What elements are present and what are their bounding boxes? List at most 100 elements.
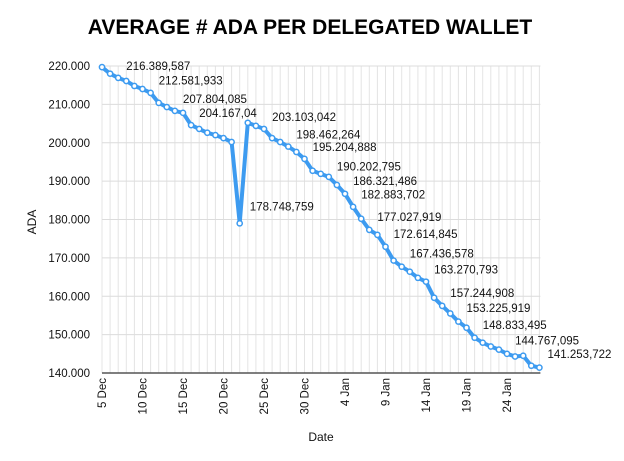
x-tick-label: 4 Jan	[340, 378, 352, 406]
data-point	[114, 74, 122, 82]
data-point	[147, 89, 154, 97]
data-label: 172.614,845	[394, 229, 458, 241]
y-tick-label: 150.000	[48, 330, 90, 342]
data-label: 144.767,095	[515, 336, 579, 348]
data-point	[374, 231, 381, 239]
data-point	[284, 143, 292, 150]
data-point	[487, 343, 495, 350]
data-label: 190.202,795	[337, 161, 401, 173]
data-point	[155, 99, 163, 107]
data-point	[203, 129, 211, 137]
gridlines	[101, 65, 541, 374]
data-label: 163.270,793	[434, 265, 498, 277]
data-point	[171, 107, 179, 115]
x-axis-ticks: 5 Dec 10 Dec 15 Dec 20 Dec 25 Dec 30 Dec 4 Jan…	[97, 378, 514, 415]
data-point	[398, 263, 406, 271]
data-label: 141.253,722	[548, 349, 612, 361]
data-point	[252, 122, 260, 130]
data-point	[325, 173, 333, 181]
data-point	[195, 125, 203, 133]
y-axis-label: ADA	[25, 210, 39, 235]
x-tick-label: 5 Dec	[97, 378, 109, 408]
y-tick-label: 200.000	[48, 138, 90, 150]
data-label: 178.748,759	[250, 201, 314, 213]
data-point	[228, 138, 235, 146]
data-point	[179, 109, 187, 117]
data-point	[268, 134, 276, 142]
x-tick-label: 9 Jan	[381, 378, 393, 406]
y-tick-label: 160.000	[48, 291, 90, 303]
data-labels: 216.389,587 212.581,933 207.804,085 204.167…	[126, 61, 611, 361]
data-label: 204.167,04	[199, 108, 257, 120]
x-tick-label: 24 Jan	[502, 378, 514, 413]
x-axis-label: Date	[308, 430, 334, 444]
data-label: 195.204,888	[313, 142, 377, 154]
data-label: 167.436,578	[410, 249, 474, 261]
data-point	[511, 353, 519, 360]
data-point	[131, 82, 138, 90]
data-point	[390, 257, 397, 264]
data-point	[414, 274, 422, 282]
chart-title: AVERAGE # ADA PER DELEGATED WALLET	[88, 16, 533, 39]
data-point	[98, 63, 106, 71]
y-tick-label: 210.000	[48, 99, 90, 111]
data-point	[293, 148, 300, 156]
data-point	[536, 364, 543, 371]
data-label: 207.804,085	[183, 94, 247, 106]
data-point	[333, 181, 341, 189]
data-point	[139, 85, 146, 93]
x-tick-label: 30 Dec	[300, 378, 312, 415]
data-point	[455, 318, 462, 325]
data-point	[187, 121, 195, 129]
x-tick-label: 15 Dec	[178, 378, 190, 415]
y-tick-label: 140.000	[48, 368, 90, 380]
data-point	[341, 190, 349, 198]
data-point	[276, 138, 284, 146]
y-tick-label: 170.000	[48, 253, 90, 265]
data-label: 157.244,908	[450, 288, 514, 300]
data-label: 198.462,264	[296, 130, 361, 142]
data-point	[122, 77, 130, 85]
y-axis-ticks: 140.000 150.000 160.000 170.000 180.000 190.0…	[48, 61, 90, 380]
data-label: 216.389,587	[126, 61, 190, 73]
data-point	[212, 131, 219, 139]
data-point	[163, 103, 171, 111]
data-label: 153.225,919	[467, 303, 531, 315]
data-label: 182.883,702	[361, 189, 425, 201]
x-tick-label: 19 Jan	[462, 378, 474, 413]
data-label: 177.027,919	[377, 212, 441, 224]
data-point	[471, 334, 478, 342]
data-point	[236, 219, 244, 227]
data-point	[220, 134, 227, 142]
data-point	[365, 226, 373, 234]
y-tick-label: 220.000	[48, 61, 90, 73]
data-point	[260, 125, 268, 133]
data-label: 186.321,486	[353, 176, 417, 188]
x-tick-label: 25 Dec	[259, 378, 271, 415]
data-point	[406, 268, 414, 276]
data-point	[479, 339, 487, 347]
data-point	[430, 294, 438, 302]
data-point	[301, 155, 308, 163]
x-tick-label: 14 Jan	[421, 378, 433, 413]
data-point	[382, 243, 389, 251]
data-point	[422, 278, 430, 286]
data-label: 203.103,042	[272, 112, 336, 124]
data-point	[503, 350, 511, 358]
x-tick-label: 10 Dec	[138, 378, 150, 415]
data-point	[438, 302, 446, 310]
y-tick-label: 180.000	[48, 215, 90, 227]
data-point	[106, 70, 114, 78]
data-label: 212.581,933	[159, 75, 223, 87]
data-label: 148.833,495	[483, 320, 547, 332]
data-point	[519, 352, 527, 360]
data-point	[495, 346, 503, 353]
data-point	[244, 119, 252, 127]
x-tick-label: 20 Dec	[219, 378, 231, 415]
data-point	[357, 215, 365, 223]
data-point	[317, 170, 325, 178]
data-point	[309, 167, 316, 175]
data-point	[463, 324, 470, 332]
data-point	[349, 203, 357, 211]
